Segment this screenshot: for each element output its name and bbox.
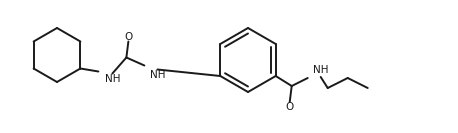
Text: NH: NH — [150, 70, 166, 80]
Text: NH: NH — [105, 74, 121, 84]
Text: NH: NH — [313, 65, 328, 75]
Text: O: O — [286, 102, 294, 112]
Text: O: O — [124, 32, 132, 41]
